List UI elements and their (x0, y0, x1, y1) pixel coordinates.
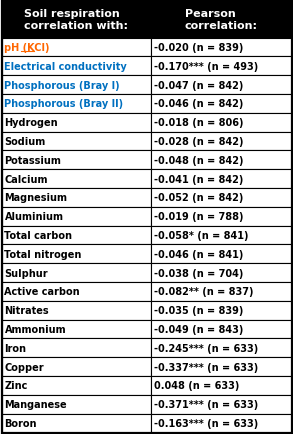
Bar (1, 188, 151, 207)
Text: -0.058* (n = 841): -0.058* (n = 841) (154, 230, 248, 240)
Bar (1, 113, 151, 132)
Text: Copper: Copper (4, 362, 44, 372)
Text: -0.170*** (n = 493): -0.170*** (n = 493) (154, 62, 258, 72)
Text: -0.245*** (n = 633): -0.245*** (n = 633) (154, 343, 258, 353)
Text: Iron: Iron (4, 343, 26, 353)
Text: pH (KCl): pH (KCl) (4, 43, 50, 53)
Text: Pearson
correlation:: Pearson correlation: (185, 9, 258, 31)
Text: -0.163*** (n = 633): -0.163*** (n = 633) (154, 418, 258, 428)
Text: 0.048 (n = 633): 0.048 (n = 633) (154, 381, 239, 391)
Text: -0.337*** (n = 633): -0.337*** (n = 633) (154, 362, 258, 372)
Text: Nitrates: Nitrates (4, 306, 49, 316)
Text: -0.018 (n = 806): -0.018 (n = 806) (154, 118, 243, 128)
Text: Active carbon: Active carbon (4, 287, 80, 297)
Bar (1, 1, 151, 39)
Text: Phosphorous (Bray II): Phosphorous (Bray II) (4, 99, 124, 109)
Bar (1, 263, 151, 283)
Text: Boron: Boron (4, 418, 37, 428)
Text: Sulphur: Sulphur (4, 268, 48, 278)
Text: Soil respiration
correlation with:: Soil respiration correlation with: (24, 9, 128, 31)
Bar (151, 376, 292, 395)
Bar (151, 226, 292, 245)
Bar (1, 414, 151, 433)
Text: -0.041 (n = 842): -0.041 (n = 842) (154, 174, 243, 184)
Bar (1, 170, 151, 188)
Bar (151, 113, 292, 132)
Bar (151, 76, 292, 95)
Text: Magnesium: Magnesium (4, 193, 67, 203)
Bar (1, 151, 151, 170)
Text: -0.020 (n = 839): -0.020 (n = 839) (154, 43, 243, 53)
Text: -0.046 (n = 841): -0.046 (n = 841) (154, 249, 243, 259)
Bar (151, 95, 292, 113)
Bar (151, 188, 292, 207)
Text: Phosphorous (Bray I): Phosphorous (Bray I) (4, 80, 120, 90)
Bar (1, 301, 151, 320)
Bar (1, 76, 151, 95)
Bar (1, 245, 151, 263)
Bar (151, 170, 292, 188)
Bar (151, 414, 292, 433)
Text: Total nitrogen: Total nitrogen (4, 249, 82, 259)
Bar (1, 226, 151, 245)
Bar (1, 57, 151, 76)
Bar (151, 263, 292, 283)
Text: Sodium: Sodium (4, 137, 46, 147)
Bar (151, 151, 292, 170)
Text: -0.038 (n = 704): -0.038 (n = 704) (154, 268, 243, 278)
Bar (1, 320, 151, 339)
Bar (151, 39, 292, 57)
Text: -0.371*** (n = 633): -0.371*** (n = 633) (154, 399, 258, 409)
Bar (151, 301, 292, 320)
Text: Potassium: Potassium (4, 155, 61, 165)
Bar (151, 358, 292, 376)
Bar (1, 283, 151, 301)
Text: -0.052 (n = 842): -0.052 (n = 842) (154, 193, 243, 203)
Bar (1, 39, 151, 57)
Text: Electrical conductivity: Electrical conductivity (4, 62, 127, 72)
Bar (151, 57, 292, 76)
Text: Manganese: Manganese (4, 399, 67, 409)
Bar (151, 1, 292, 39)
Text: Ammonium: Ammonium (4, 324, 66, 334)
Text: Total carbon: Total carbon (4, 230, 72, 240)
Bar (151, 245, 292, 263)
Bar (151, 207, 292, 226)
Bar (151, 339, 292, 358)
Text: -0.082** (n = 837): -0.082** (n = 837) (154, 287, 253, 297)
Text: -0.048 (n = 842): -0.048 (n = 842) (154, 155, 243, 165)
Bar (151, 283, 292, 301)
Text: Zinc: Zinc (4, 381, 28, 391)
Bar (1, 132, 151, 151)
Text: -0.019 (n = 788): -0.019 (n = 788) (154, 212, 243, 222)
Bar (151, 320, 292, 339)
Bar (1, 339, 151, 358)
Bar (151, 395, 292, 414)
Text: -0.035 (n = 839): -0.035 (n = 839) (154, 306, 243, 316)
Text: -0.049 (n = 843): -0.049 (n = 843) (154, 324, 243, 334)
Text: Calcium: Calcium (4, 174, 48, 184)
Text: Hydrogen: Hydrogen (4, 118, 58, 128)
Bar (1, 376, 151, 395)
Text: -0.028 (n = 842): -0.028 (n = 842) (154, 137, 243, 147)
Bar (1, 95, 151, 113)
Bar (1, 395, 151, 414)
Bar (1, 358, 151, 376)
Text: -0.047 (n = 842): -0.047 (n = 842) (154, 80, 243, 90)
Bar (1, 207, 151, 226)
Text: -0.046 (n = 842): -0.046 (n = 842) (154, 99, 243, 109)
Bar (151, 132, 292, 151)
Text: Aluminium: Aluminium (4, 212, 64, 222)
